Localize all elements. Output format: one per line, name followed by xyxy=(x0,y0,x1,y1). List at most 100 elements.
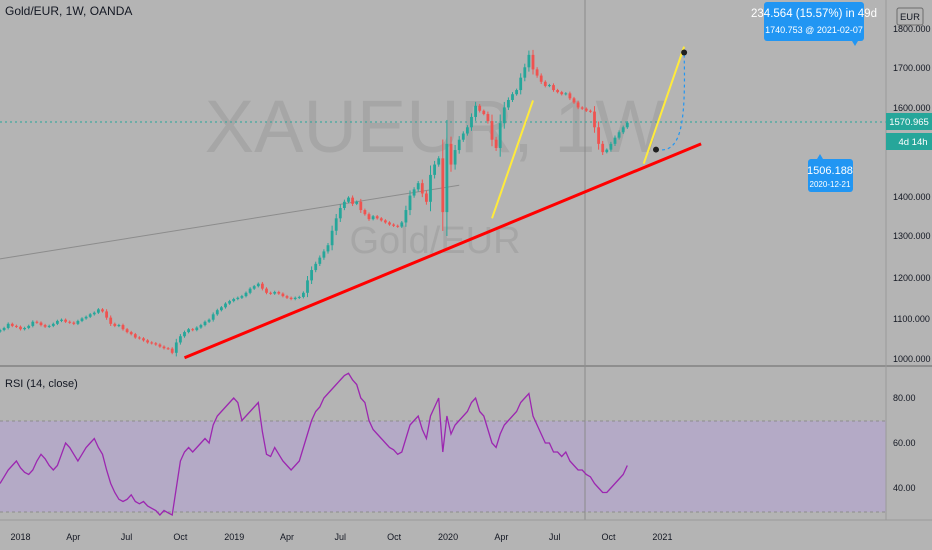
origin-label-box xyxy=(808,159,853,192)
price-tick-1000: 1000.000 xyxy=(893,354,931,364)
candle-body xyxy=(133,334,137,338)
candle-body xyxy=(191,329,195,331)
candle-body xyxy=(265,288,268,293)
candle-body xyxy=(466,127,469,134)
candle-body xyxy=(236,297,240,300)
origin-label[interactable]: 1506.188 2020-12-21 xyxy=(807,154,853,192)
thin-trendline[interactable] xyxy=(0,184,460,260)
symbol-title[interactable]: Gold/EUR, 1W, OANDA xyxy=(5,4,132,18)
candle-body xyxy=(396,225,400,227)
candle-body xyxy=(580,107,584,109)
candle-body xyxy=(154,343,158,345)
support-trendline[interactable] xyxy=(183,142,702,360)
candle-body xyxy=(281,293,285,297)
candle-body xyxy=(248,288,252,293)
candle-body xyxy=(568,93,572,99)
measure-headline: 234.564 (15.57%) in 49d xyxy=(751,8,877,20)
price-axis[interactable]: 1800.000 1700.000 1600.000 1400.000 1300… xyxy=(885,0,932,520)
impulse-trendline-1[interactable] xyxy=(491,100,534,219)
candle-body xyxy=(326,245,330,252)
candle-body xyxy=(88,314,92,317)
candle-body xyxy=(572,98,576,103)
candle-body xyxy=(625,122,629,128)
rsi-title[interactable]: RSI (14, close) xyxy=(5,378,78,390)
candle-body xyxy=(195,327,199,331)
candle-body xyxy=(621,127,625,133)
candle-body xyxy=(560,92,564,95)
candle-body xyxy=(498,123,502,148)
candle-body xyxy=(113,323,117,326)
impulse-trendline-2[interactable] xyxy=(642,46,686,165)
candle-body xyxy=(125,329,129,333)
candle-body xyxy=(51,323,55,326)
pane-separator[interactable] xyxy=(0,365,932,367)
candle-body xyxy=(203,321,207,326)
candle-body xyxy=(461,133,465,140)
rsi-pane[interactable]: RSI (14, close) xyxy=(0,367,886,520)
candle-body xyxy=(425,193,428,202)
price-pane[interactable]: XAUEUR, 1W Gold/EUR 234.564 (15.57%) in … xyxy=(0,0,886,365)
candle-body xyxy=(84,316,88,319)
candle-body xyxy=(367,214,371,220)
time-label: 2021 xyxy=(652,532,672,542)
candle-body xyxy=(170,348,174,353)
watermark-ticker: XAUEUR, 1W xyxy=(205,85,666,168)
price-tick-1100: 1100.000 xyxy=(893,314,930,324)
candle-body xyxy=(23,327,26,330)
candle-body xyxy=(589,110,592,112)
origin-date: 2020-12-21 xyxy=(810,180,851,189)
candle-body xyxy=(334,218,338,231)
candle-body xyxy=(539,75,543,82)
currency-badge[interactable] xyxy=(896,7,924,26)
origin-label-pointer xyxy=(817,154,823,159)
time-labels: 2018 Apr Jul Oct 2019 Apr Jul Oct 2020 Apr Jul Oct 2… xyxy=(10,532,672,542)
candle-body xyxy=(232,299,236,302)
time-label: 2020 xyxy=(438,532,458,542)
candle-body xyxy=(27,325,31,328)
candle-body xyxy=(584,108,588,111)
time-axis[interactable]: 2018 Apr Jul Oct 2019 Apr Jul Oct 2020 Apr Jul Oct 2… xyxy=(0,519,932,542)
time-label: Apr xyxy=(494,532,508,542)
measure-end-point[interactable] xyxy=(681,49,688,56)
candle-body xyxy=(15,325,18,327)
candle-body xyxy=(543,81,547,86)
candle-body xyxy=(2,327,6,331)
candle-body xyxy=(322,251,326,258)
candle-body xyxy=(80,318,84,321)
measure-start-point[interactable] xyxy=(653,146,659,153)
candle-body xyxy=(92,312,96,315)
time-label: 2018 xyxy=(10,532,30,542)
candle-body xyxy=(183,332,186,337)
candle-body xyxy=(449,143,453,165)
candle-body xyxy=(527,54,531,68)
candle-body xyxy=(293,297,297,300)
candle-body xyxy=(474,105,477,117)
candle-body xyxy=(400,222,404,227)
candlesticks xyxy=(0,49,629,357)
countdown-label xyxy=(886,133,932,150)
candle-body xyxy=(441,158,445,213)
candle-body xyxy=(0,330,2,332)
price-tick-1700: 1700.000 xyxy=(893,63,931,73)
time-label: Oct xyxy=(387,532,402,542)
candle-body xyxy=(347,197,350,202)
candle-body xyxy=(68,321,72,323)
measure-callout-box xyxy=(764,2,864,41)
time-label: Oct xyxy=(173,532,188,542)
candle-body xyxy=(39,322,43,326)
countdown-value: 4d 14h xyxy=(898,137,927,148)
time-label: Jul xyxy=(335,532,347,542)
watermark: XAUEUR, 1W Gold/EUR xyxy=(205,85,666,262)
candle-body xyxy=(375,216,379,219)
candle-body xyxy=(76,320,80,324)
candle-body xyxy=(138,337,141,339)
candle-body xyxy=(220,307,223,311)
candle-body xyxy=(129,332,133,335)
candle-body xyxy=(408,195,412,211)
time-label: 2019 xyxy=(224,532,244,542)
time-label: Oct xyxy=(602,532,617,542)
measure-callout[interactable]: 234.564 (15.57%) in 49d 1740.753 @ 2021-… xyxy=(751,2,877,46)
candle-body xyxy=(613,137,617,144)
current-price-label xyxy=(886,113,932,130)
